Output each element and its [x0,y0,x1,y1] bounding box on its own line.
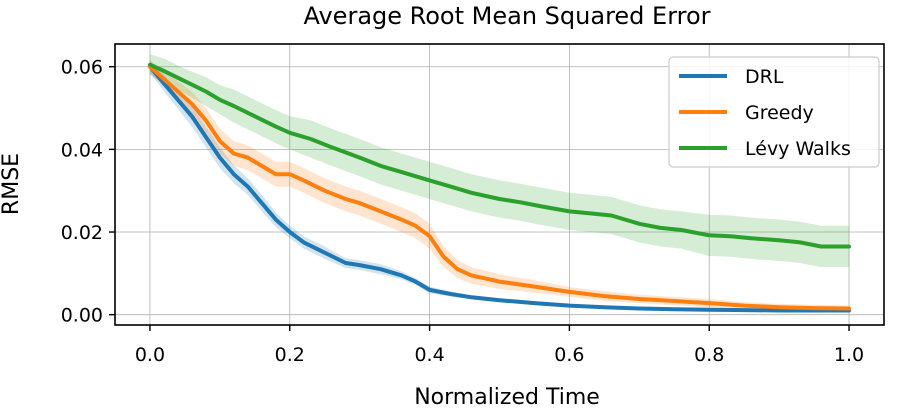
x-tick-label: 1.0 [834,344,864,366]
x-axis-label: Normalized Time [414,385,600,410]
x-tick-label: 0.0 [135,344,165,366]
x-tick-label: 0.8 [694,344,724,366]
l-vy-walks-line [148,62,851,249]
x-tick-label: 0.6 [554,344,584,366]
drl-band [150,60,849,312]
x-tick-label: 0.4 [414,344,444,366]
x-tick-label: 0.2 [275,344,305,366]
l-vy-walks-band [150,54,849,268]
legend-label-drl: DRL [745,66,784,88]
confidence-bands [150,54,849,312]
y-tick-label: 0.00 [61,305,103,327]
legend: DRL Greedy Lévy Walks [668,56,880,168]
chart-title: Average Root Mean Squared Error [303,2,710,30]
legend-label-greedy: Greedy [745,102,814,124]
greedy-line [148,64,851,311]
drl-line [148,64,851,313]
plot-frame [114,43,885,326]
greedy-band [150,60,849,312]
axis-ticks: 0.0 0.2 0.4 0.6 0.8 1.0 0.00 0.02 0.04 0.06 [61,57,864,366]
legend-label-l-vy-walks: Lévy Walks [745,138,851,160]
y-tick-label: 0.02 [61,222,103,244]
series-lines [148,62,851,313]
legend-box [668,56,880,168]
y-tick-label: 0.06 [61,57,103,79]
y-tick-label: 0.04 [61,139,103,161]
y-axis-label: RMSE [0,153,24,215]
